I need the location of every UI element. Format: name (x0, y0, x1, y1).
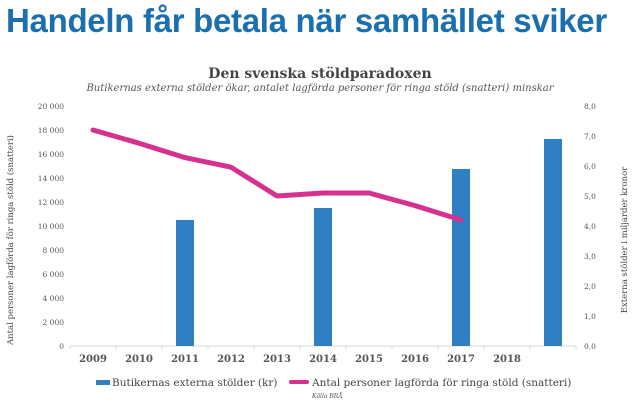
bars (176, 139, 562, 346)
y-left-ticks: 0 2 000 4 000 6 000 8 000 10 000 12 000 14 000 1… (38, 102, 64, 351)
x-tick-label: 2013 (263, 354, 291, 365)
line-series-path (90, 127, 464, 223)
legend-bar-swatch (96, 380, 110, 385)
y-right-axis-label: Externa stölder i miljarder kronor (620, 166, 630, 313)
y-right-ticks: 0,0 1,0 2,0 3,0 4,0 5,0 6,0 7,0 8,0 (584, 102, 596, 351)
y-right-tick-label: 6,0 (584, 162, 596, 171)
y-left-tick-label: 18 000 (38, 126, 64, 135)
y-left-tick-label: 14 000 (38, 174, 64, 183)
chart-title: Den svenska stöldparadoxen (208, 66, 432, 82)
legend-line-label: Antal personer lagförda för ringa stöld … (311, 377, 571, 389)
y-left-tick-label: 2 000 (43, 318, 65, 327)
y-left-tick-label: 16 000 (38, 150, 64, 159)
bar (452, 169, 470, 346)
bar (544, 139, 562, 346)
legend: Butikernas externa stölder (kr) Antal pe… (96, 377, 571, 400)
y-left-tick-label: 12 000 (38, 198, 64, 207)
x-tick-label: 2017 (447, 354, 475, 365)
y-right-tick-label: 5,0 (584, 192, 596, 201)
y-left-tick-label: 0 (59, 342, 64, 351)
y-right-tick-label: 8,0 (584, 102, 596, 111)
x-tick-label: 2014 (309, 354, 337, 365)
x-tick-label: 2016 (401, 354, 429, 365)
legend-bar-label: Butikernas externa stölder (kr) (112, 377, 278, 389)
y-left-tick-label: 8 000 (43, 246, 65, 255)
y-left-tick-label: 4 000 (43, 294, 65, 303)
y-right-tick-label: 4,0 (584, 222, 596, 231)
y-left-axis-label: Antal personer lagförda för ringa stöld … (5, 135, 16, 346)
source-note: Källa BRÅ (311, 392, 343, 400)
x-tick-label: 2009 (79, 354, 107, 365)
legend-line-swatch (289, 380, 309, 384)
x-ticks: 2009 2010 2011 2012 2013 2014 2015 2016 2017 2018 (69, 346, 577, 365)
x-tick-label: 2015 (355, 354, 383, 365)
headline: Handeln får betala när samhället sviker (6, 2, 607, 39)
chart-subtitle: Butikernas externa stölder ökar, antalet… (86, 83, 554, 94)
y-left-tick-label: 10 000 (38, 222, 64, 231)
y-left-tick-label: 6 000 (43, 270, 65, 279)
bar (314, 208, 332, 346)
x-tick-label: 2011 (171, 354, 199, 365)
y-right-tick-label: 1,0 (584, 312, 596, 321)
y-right-tick-label: 3,0 (584, 252, 596, 261)
y-right-tick-label: 0,0 (584, 342, 596, 351)
y-right-tick-label: 7,0 (584, 132, 596, 141)
y-right-tick-label: 2,0 (584, 282, 596, 291)
y-left-tick-label: 20 000 (38, 102, 64, 111)
x-tick-label: 2012 (217, 354, 245, 365)
x-tick-label: 2018 (493, 354, 521, 365)
line-series (90, 127, 464, 223)
bar (176, 220, 194, 346)
x-tick-label: 2010 (125, 354, 153, 365)
